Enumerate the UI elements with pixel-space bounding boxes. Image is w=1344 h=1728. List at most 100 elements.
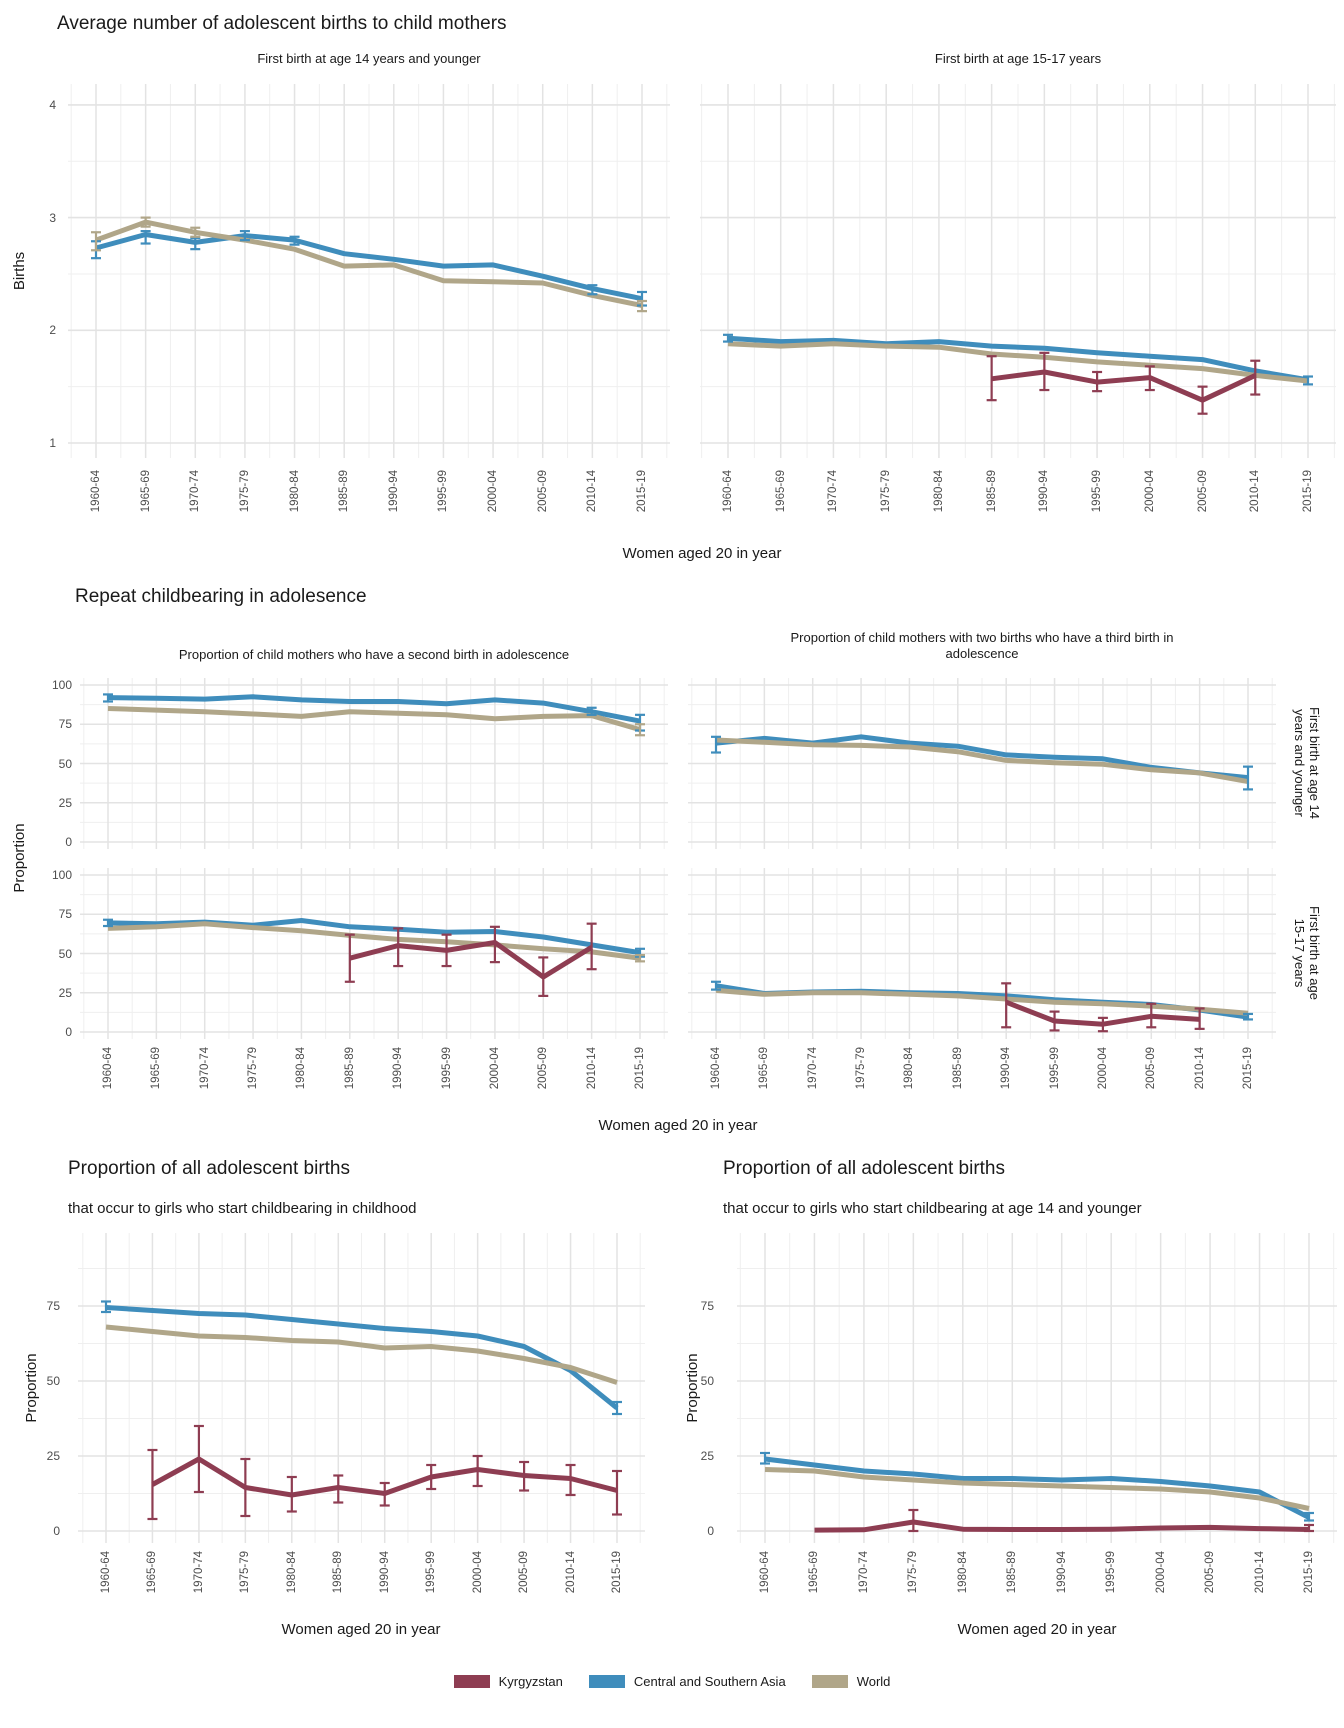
x-tick-label: 1960-64 [710,1047,722,1090]
y-tick-label: 75 [58,717,72,732]
section2-title: Repeat childbearing in adolesence [75,586,367,607]
legend-item-world: World [811,1674,890,1689]
y-tick-label: 0 [53,1524,60,1538]
x-tick-label: 2005-09 [536,470,549,513]
legend-item-kyrgyzstan: Kyrgyzstan [453,1674,563,1689]
x-tick-label: 1980-84 [932,470,945,513]
legend-swatch-kyrgyzstan [453,1675,490,1688]
y-axis-title-proportion-bottom-right: Proportion [684,1353,701,1423]
x-tick-label: 1990-94 [378,1551,391,1594]
x-tick-label: 1995-99 [1105,1551,1118,1594]
x-tick-label: 1995-99 [440,1047,453,1090]
x-tick-label: 2015-19 [634,1047,646,1090]
x-tick-label: 1975-79 [907,1551,920,1594]
x-tick-label: 1990-94 [1038,470,1051,513]
x-tick-label: 2000-04 [471,1551,484,1594]
x-tick-label: 2005-09 [1196,470,1209,513]
strip-row1-line2: years and younger [1292,709,1307,817]
x-tick-label: 1975-79 [239,1551,252,1594]
x-tick-label: 2000-04 [1096,1047,1109,1090]
x-tick-label: 2010-14 [1249,470,1262,513]
y-tick-label: 4 [49,97,56,112]
y-tick-label: 0 [65,1025,72,1039]
x-tick-label: 1990-94 [392,1047,405,1090]
x-tick-label: 1970-74 [827,470,840,513]
panel-title-first-birth-15-17: First birth at age 15-17 years [934,51,1102,66]
x-tick-label: 1985-89 [1006,1551,1019,1594]
x-tick-label: 1960-64 [102,1047,114,1090]
x-tick-label: 2005-09 [1204,1551,1217,1594]
panel-title-first-birth-14: First birth at age 14 years and younger [257,51,481,66]
legend-label-central-southern-asia: Central and Southern Asia [633,1674,786,1689]
x-tick-label: 1985-89 [338,470,351,513]
x-tick-label: 1970-74 [189,470,202,513]
y-tick-label: 100 [51,868,72,882]
facet-row1-strip: First birth at age 14 years and younger [1292,688,1322,838]
x-axis-title-bottom-right: Women aged 20 in year [957,1621,1117,1638]
section3-left-title: Proportion of all adolescent births [68,1158,350,1179]
x-tick-label: 1965-69 [758,1047,771,1090]
strip-row2-line1: First birth at age [1307,906,1322,1000]
x-tick-label: 1965-69 [146,1551,159,1594]
x-tick-label: 1985-89 [951,1047,964,1090]
x-tick-label: 1960-64 [100,1551,112,1594]
x-axis-title-bottom-left: Women aged 20 in year [281,1621,441,1638]
x-tick-label: 1970-74 [806,1047,819,1090]
y-tick-label: 50 [46,1374,60,1388]
x-tick-label: 1965-69 [774,470,787,513]
facet-row2-strip: First birth at age 15-17 years [1292,878,1322,1028]
facet-col2-title-line1: Proportion of child mothers with two bir… [790,630,1174,645]
x-tick-label: 1990-94 [1055,1551,1068,1594]
x-tick-label: 1980-84 [295,1047,308,1090]
y-tick-label: 3 [49,210,56,225]
x-tick-label: 1990-94 [1000,1047,1013,1090]
x-tick-label: 2010-14 [564,1551,577,1594]
y-axis-title-proportion-bottom-left: Proportion [23,1353,40,1423]
x-tick-label: 2005-09 [537,1047,550,1090]
x-tick-label: 1985-89 [343,1047,356,1090]
section3-right-title: Proportion of all adolescent births [723,1158,1005,1179]
y-tick-label: 25 [700,1449,714,1463]
x-tick-label: 2010-14 [585,1047,598,1090]
x-tick-label: 1980-84 [288,470,301,513]
y-tick-label: 25 [46,1449,60,1463]
x-tick-label: 1995-99 [1091,470,1104,513]
legend-item-central-southern-asia: Central and Southern Asia [588,1674,786,1689]
legend-swatch-central-southern-asia [588,1675,625,1688]
x-tick-label: 2010-14 [586,470,599,513]
x-tick-label: 2015-19 [1302,470,1314,513]
x-tick-label: 1995-99 [425,1551,438,1594]
x-tick-label: 1985-89 [332,1551,345,1594]
x-tick-label: 2015-19 [636,470,648,513]
y-axis-title-proportion-mid: Proportion [11,823,28,893]
x-tick-label: 2005-09 [518,1551,531,1594]
y-tick-label: 25 [58,795,72,810]
x-tick-label: 1965-69 [150,1047,163,1090]
section1-title: Average number of adolescent births to c… [57,13,507,34]
x-tick-label: 1960-64 [722,470,734,513]
y-tick-label: 75 [58,907,72,922]
y-tick-label: 25 [58,985,72,1000]
x-tick-label: 1990-94 [387,470,400,513]
facet-col2-title: Proportion of child mothers with two bir… [688,630,1276,662]
x-tick-label: 1975-79 [855,1047,868,1090]
legend-label-kyrgyzstan: Kyrgyzstan [498,1674,563,1689]
y-tick-label: 75 [46,1299,60,1313]
x-tick-label: 1965-69 [808,1551,821,1594]
x-tick-label: 2005-09 [1145,1047,1158,1090]
legend-swatch-world [811,1675,848,1688]
x-tick-label: 2000-04 [1154,1551,1167,1594]
y-tick-label: 100 [51,678,72,692]
x-tick-label: 2000-04 [487,470,500,513]
x-tick-label: 2000-04 [488,1047,501,1090]
x-tick-label: 1980-84 [285,1551,298,1594]
x-tick-label: 1985-89 [985,470,998,513]
x-tick-label: 1975-79 [238,470,251,513]
x-tick-label: 1995-99 [1048,1047,1061,1090]
y-tick-label: 50 [58,756,72,771]
legend: Kyrgyzstan Central and Southern Asia Wor… [0,1674,1344,1689]
x-tick-label: 2010-14 [1253,1551,1266,1594]
facet-col1-title: Proportion of child mothers who have a s… [178,647,570,662]
x-tick-label: 2015-19 [1303,1551,1315,1594]
